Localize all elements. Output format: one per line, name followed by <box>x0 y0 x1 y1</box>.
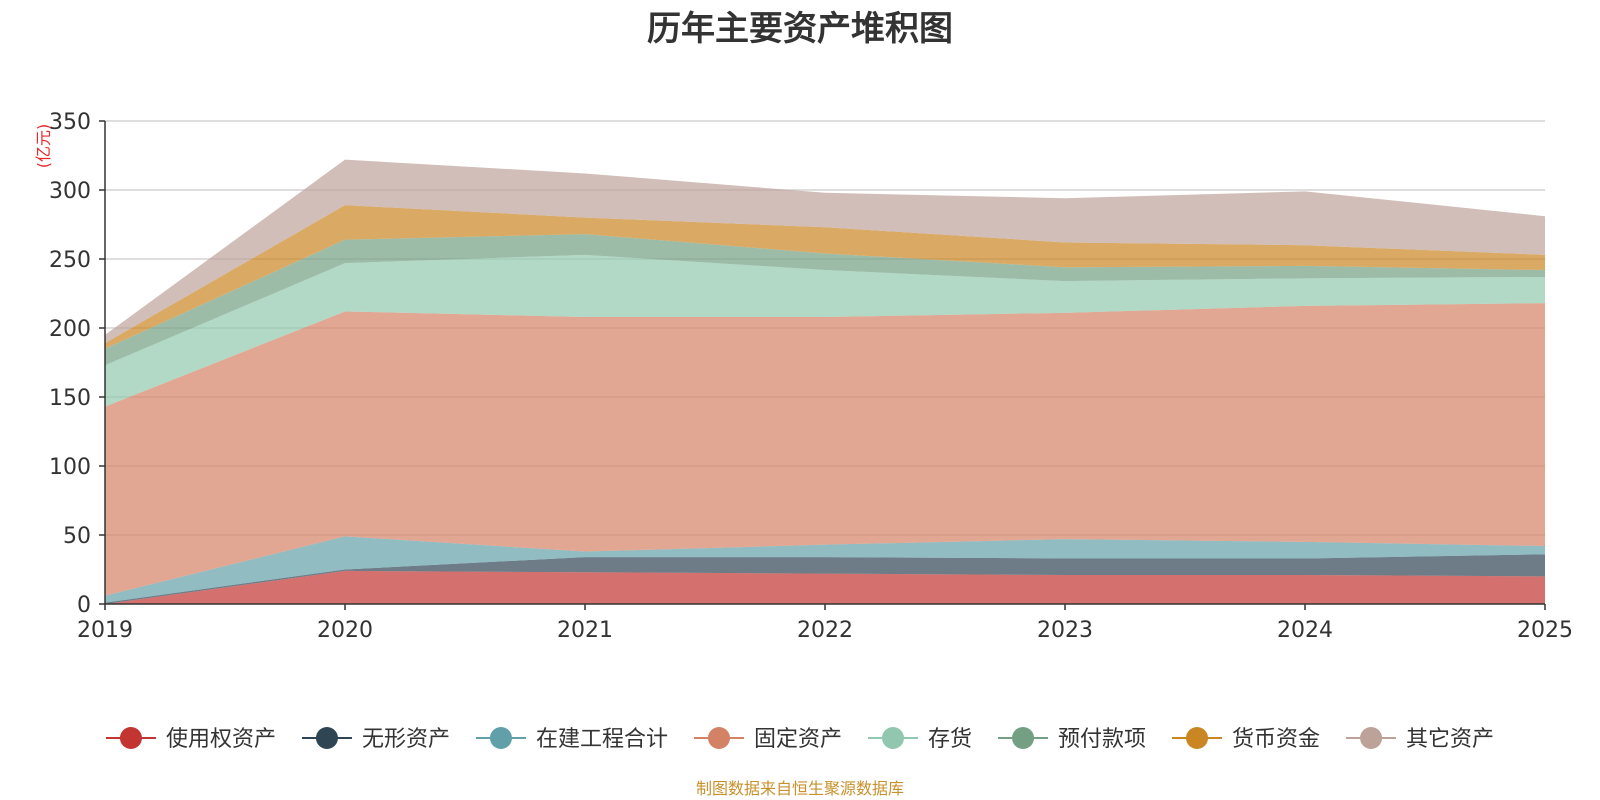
area-series-6 <box>105 234 1545 366</box>
legend-label: 预付款项 <box>1058 727 1146 752</box>
y-tick-label: 50 <box>63 524 91 549</box>
legend-item[interactable]: 预付款项 <box>998 727 1146 752</box>
area-series-8 <box>105 159 1545 344</box>
legend-item[interactable]: 存货 <box>868 727 972 752</box>
area-series-5 <box>105 254 1545 407</box>
legend-item[interactable]: 使用权资产 <box>105 727 276 752</box>
legend-label: 使用权资产 <box>166 727 276 752</box>
legend-label: 存货 <box>928 727 972 752</box>
x-tick-label: 2019 <box>77 618 133 643</box>
legend-marker <box>119 727 142 749</box>
legend-item[interactable]: 在建工程合计 <box>475 727 668 752</box>
legend-label: 无形资产 <box>362 727 450 752</box>
area-series-4 <box>105 303 1545 596</box>
x-tick-label: 2023 <box>1037 618 1093 643</box>
y-axis-ticks: 0 50 100 150 200 250 300 350 <box>49 110 105 618</box>
area-series-3 <box>105 536 1545 603</box>
legend-label: 在建工程合计 <box>536 727 668 752</box>
legend-item[interactable]: 货币资金 <box>1172 727 1320 752</box>
legend-item[interactable]: 其它资产 <box>1346 727 1494 752</box>
legend-marker <box>1012 727 1035 749</box>
y-axis-unit-label: (亿元) <box>34 124 53 169</box>
x-tick-label: 2025 <box>1517 618 1573 643</box>
legend-marker <box>1360 727 1383 749</box>
legend-marker <box>315 727 338 749</box>
chart-title: 历年主要资产堆积图 <box>647 9 953 49</box>
legend-item[interactable]: 无形资产 <box>301 727 450 752</box>
y-tick-label: 0 <box>77 593 91 618</box>
legend-marker <box>1186 727 1209 749</box>
area-series-7 <box>105 205 1545 349</box>
x-tick-label: 2021 <box>557 618 613 643</box>
y-tick-label: 200 <box>49 317 91 342</box>
legend: 使用权资产 无形资产 在建工程合计 固定资产 存货 预付款项 货币资金 其它资产 <box>105 727 1494 752</box>
area-series-2 <box>105 554 1545 604</box>
y-tick-label: 150 <box>49 386 91 411</box>
legend-label: 货币资金 <box>1232 727 1320 752</box>
data-source-note: 制图数据来自恒生聚源数据库 <box>696 779 904 798</box>
legend-marker <box>707 727 730 749</box>
legend-label: 固定资产 <box>754 727 842 752</box>
y-tick-label: 250 <box>49 248 91 273</box>
legend-label: 其它资产 <box>1406 727 1494 752</box>
legend-marker <box>489 727 512 749</box>
x-tick-label: 2020 <box>317 618 373 643</box>
legend-marker <box>882 727 904 749</box>
y-tick-label: 100 <box>49 455 91 480</box>
area-series-1 <box>105 570 1545 604</box>
area-series <box>105 159 1545 604</box>
x-axis-ticks: 2019 2020 2021 2022 2023 2024 2025 <box>77 604 1573 643</box>
y-tick-label: 350 <box>49 110 91 135</box>
x-tick-label: 2022 <box>797 618 853 643</box>
legend-item[interactable]: 固定资产 <box>693 727 842 752</box>
x-tick-label: 2024 <box>1277 618 1333 643</box>
y-tick-label: 300 <box>49 179 91 204</box>
